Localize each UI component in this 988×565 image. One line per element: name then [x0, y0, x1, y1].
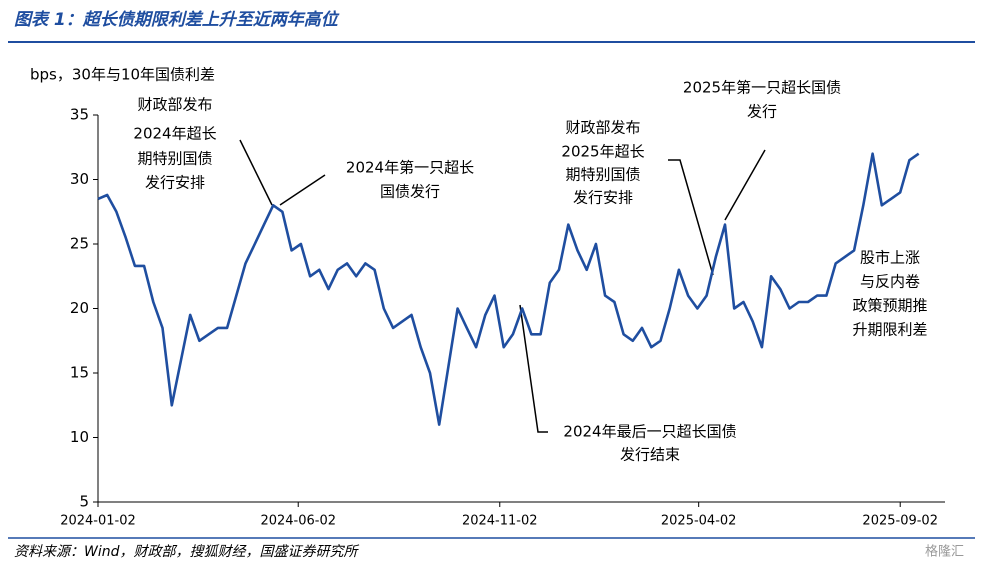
annotation: 期特别国债: [137, 150, 212, 168]
series-line: [97, 152, 920, 426]
x-tick-label: 2025-04-02: [661, 514, 737, 529]
annotation: 发行: [747, 103, 777, 121]
pointer: [279, 174, 326, 206]
annotation: 2025年超长: [561, 143, 644, 161]
pointer: [668, 159, 714, 276]
y-tick-label: 25: [70, 235, 89, 253]
y-tick-label: 30: [70, 170, 89, 188]
annotation: 发行安排: [573, 189, 633, 207]
pointer: [724, 149, 766, 221]
pointer: [519, 304, 548, 433]
chart-title: 图表 1：超长债期限利差上升至近两年高位: [14, 10, 340, 30]
source: 资料来源：Wind，财政部，搜狐财经，国盛证券研究所: [14, 544, 359, 560]
annotation: 发行安排: [145, 174, 205, 192]
annotation: 与反内卷: [860, 273, 920, 291]
y-tick-label: 5: [79, 493, 89, 511]
y-tick-label: 15: [70, 364, 89, 382]
annotation: 财政部发布: [565, 119, 640, 137]
annotation: 财政部发布: [137, 96, 212, 114]
x-tick-label: 2024-06-02: [260, 514, 336, 529]
x-tick-label: 2025-09-02: [862, 514, 938, 529]
watermark: 格隆汇: [925, 544, 964, 560]
annotation: 2024年超长: [133, 125, 216, 143]
x-tick-label: 2024-01-02: [60, 514, 136, 529]
annotation: 升期限利差: [852, 321, 927, 339]
y-axis-label: bps，30年与10年国债利差: [30, 66, 215, 84]
annotation: 股市上涨: [860, 249, 920, 267]
annotation: 国债发行: [380, 183, 440, 201]
pointer: [239, 139, 273, 206]
annotation: 期特别国债: [565, 166, 640, 184]
annotation: 发行结束: [620, 446, 680, 464]
y-tick-label: 20: [70, 299, 89, 317]
annotation: 政策预期推: [852, 297, 927, 315]
y-tick-label: 35: [70, 106, 89, 124]
y-tick-label: 10: [70, 428, 89, 446]
annotation: 2025年第一只超长国债: [683, 79, 841, 97]
annotation: 2024年最后一只超长国债: [563, 423, 736, 441]
annotation: 2024年第一只超长: [346, 159, 474, 177]
x-tick-label: 2024-11-02: [462, 514, 538, 529]
